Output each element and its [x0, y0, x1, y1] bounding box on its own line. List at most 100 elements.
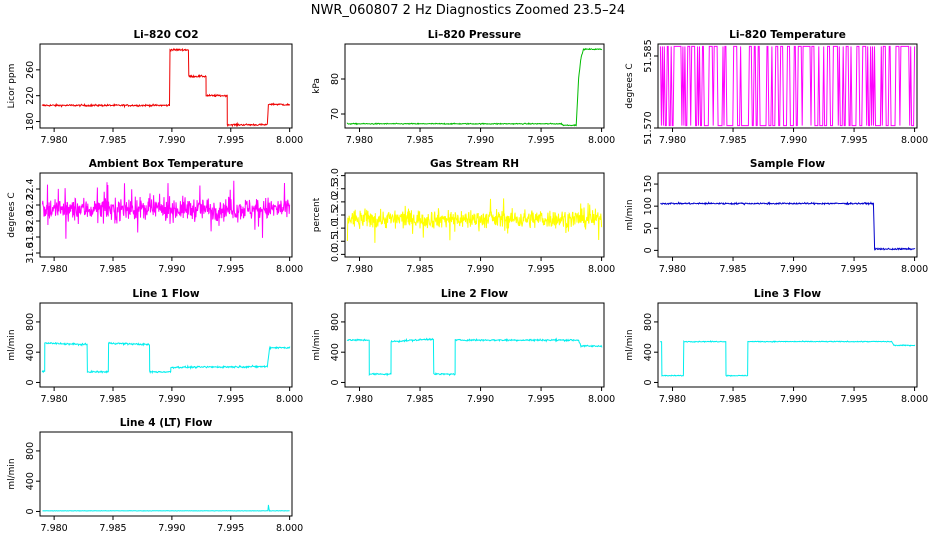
panel-title: Li–820 Pressure: [428, 29, 521, 41]
panel-7: Line 1 Flow 7.980 7.985 7.990 7.995 8.000 0 400…: [7, 288, 303, 405]
panel-5: Gas Stream RH 7.980 7.985 7.990 7.995 8.000 0.…: [312, 158, 615, 275]
y-tick-label: 50: [643, 222, 654, 234]
y-tick-label: 32.2: [25, 194, 36, 215]
y-tick-label: 31.8: [25, 226, 36, 247]
y-tick-label: 1.0: [330, 221, 341, 236]
x-tick-label: 8.000: [276, 264, 303, 275]
trace-group: [346, 198, 603, 243]
y-tick-label: 800: [330, 313, 341, 331]
panel-3: Li–820 Temperature 7.980 7.985 7.990 7.995 8.…: [625, 29, 928, 146]
series-line: [41, 180, 291, 239]
series-line: [660, 201, 916, 251]
y-tick-label: 2.0: [330, 194, 341, 209]
trace-group: [41, 47, 291, 128]
y-tick-label: 0: [643, 379, 654, 385]
x-tick-label: 7.980: [41, 135, 68, 146]
panel-4: Ambient Box Temperature 7.980 7.985 7.990 7.…: [7, 158, 303, 275]
y-tick-label: 31.6: [25, 242, 36, 263]
y-axis-label: ml/min: [312, 329, 322, 360]
y-axis-label: degrees C: [7, 192, 17, 237]
trace-group: [659, 339, 916, 377]
x-tick-label: 7.995: [527, 264, 554, 275]
y-axis-label: Licor ppm: [7, 64, 17, 109]
trace-group: [41, 180, 291, 239]
y-tick-label: 800: [25, 442, 36, 460]
x-tick-label: 7.990: [158, 523, 185, 534]
x-tick-label: 7.980: [346, 264, 373, 275]
x-tick-label: 7.995: [527, 394, 554, 405]
panel-8: Line 2 Flow 7.980 7.985 7.990 7.995 8.000 0 400…: [312, 288, 615, 405]
y-tick-label: 220: [25, 87, 36, 105]
y-tick-label: 100: [643, 197, 654, 215]
x-tick-label: 8.000: [276, 394, 303, 405]
panel-title: Line 1 Flow: [132, 288, 199, 300]
y-tick-label: 400: [643, 343, 654, 361]
y-tick-label: 180: [25, 112, 36, 130]
y-tick-label: 0.5: [330, 234, 341, 249]
y-tick-label: 0: [25, 508, 36, 514]
x-tick-label: 8.000: [901, 135, 928, 146]
x-tick-label: 7.990: [467, 264, 494, 275]
y-tick-label: 2.5: [330, 181, 341, 196]
y-axis-label: kPa: [312, 78, 322, 94]
x-tick-label: 7.990: [158, 135, 185, 146]
plot-frame: [39, 43, 293, 129]
x-tick-label: 7.980: [41, 394, 68, 405]
x-tick-label: 7.985: [719, 264, 746, 275]
y-tick-label: 800: [25, 313, 36, 331]
x-tick-label: 7.985: [99, 523, 126, 534]
x-tick-label: 7.985: [406, 394, 433, 405]
plot-frame: [39, 302, 293, 388]
x-tick-label: 7.985: [99, 394, 126, 405]
panel-title: Sample Flow: [750, 158, 825, 170]
x-tick-label: 7.985: [99, 264, 126, 275]
x-tick-label: 7.995: [217, 523, 244, 534]
figure-title: NWR_060807 2 Hz Diagnostics Zoomed 23.5–…: [311, 3, 625, 18]
y-tick-label: 400: [25, 343, 36, 361]
panel-6: Sample Flow 7.980 7.985 7.990 7.995 8.000 0 50 1…: [625, 158, 928, 275]
x-tick-label: 7.990: [780, 135, 807, 146]
x-tick-label: 7.980: [41, 523, 68, 534]
y-axis-label: degrees C: [625, 63, 635, 108]
y-axis-label: ml/min: [625, 329, 635, 360]
x-tick-label: 7.980: [346, 135, 373, 146]
y-axis-label: ml/min: [7, 329, 17, 360]
x-tick-label: 7.990: [158, 264, 185, 275]
y-tick-label: 150: [643, 175, 654, 193]
x-tick-label: 8.000: [901, 394, 928, 405]
plot-frame: [344, 43, 605, 129]
y-tick-label: 260: [25, 61, 36, 79]
y-tick-label: 0: [643, 247, 654, 253]
panel-1: Li–820 CO2 7.980 7.985 7.990 7.995 8.000 180 22…: [7, 29, 303, 146]
x-tick-label: 7.990: [780, 264, 807, 275]
trace-group: [346, 337, 603, 377]
panel-title: Li–820 CO2: [133, 29, 198, 41]
y-tick-label: 400: [25, 472, 36, 490]
panel-9: Line 3 Flow 7.980 7.985 7.990 7.995 8.000 0 400…: [625, 288, 928, 405]
panel-10: Line 4 (LT) Flow 7.980 7.985 7.990 7.995 8.00…: [7, 417, 303, 534]
y-tick-label: 80: [330, 73, 341, 85]
series-line: [346, 337, 603, 377]
plot-frame: [344, 302, 605, 388]
x-tick-label: 8.000: [901, 264, 928, 275]
trace-group: [659, 45, 916, 127]
x-tick-label: 7.995: [840, 135, 867, 146]
x-tick-label: 8.000: [588, 264, 615, 275]
panel-2: Li–820 Pressure 7.980 7.985 7.990 7.995 8.000…: [312, 29, 615, 146]
x-tick-label: 7.990: [467, 135, 494, 146]
x-tick-label: 7.980: [659, 264, 686, 275]
panel-title: Line 2 Flow: [441, 288, 508, 300]
x-tick-label: 7.980: [346, 394, 373, 405]
series-line: [659, 45, 916, 127]
x-tick-label: 7.995: [217, 394, 244, 405]
series-line: [42, 504, 290, 512]
y-tick-label: 32.4: [25, 178, 36, 199]
trace-group: [660, 201, 916, 251]
x-tick-label: 7.980: [659, 394, 686, 405]
plot-frame: [39, 172, 293, 258]
x-tick-label: 7.985: [719, 394, 746, 405]
panel-title: Line 3 Flow: [754, 288, 821, 300]
y-tick-label: 1.5: [330, 207, 341, 222]
y-tick-label: 70: [330, 108, 341, 120]
